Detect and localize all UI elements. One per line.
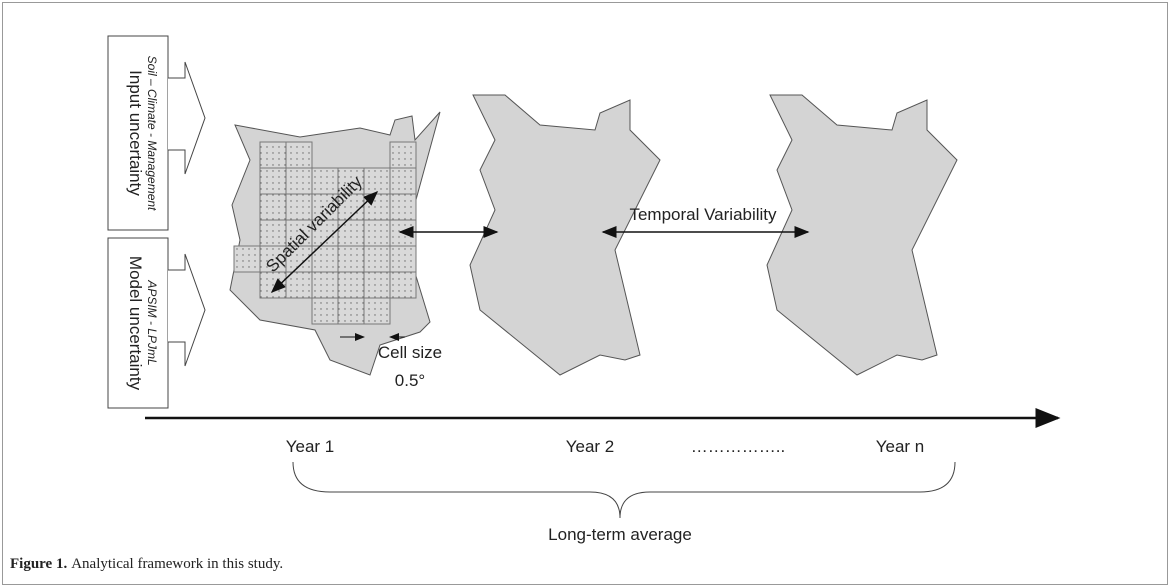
grid-cell: [337, 271, 365, 299]
brace: [292, 461, 956, 519]
input-arrow: [168, 61, 206, 175]
grid-cell: [389, 271, 417, 299]
model-box: [107, 237, 169, 409]
grid-cell: [337, 297, 365, 325]
cell-size-label: Cell size: [378, 343, 442, 362]
grid-cell: [389, 141, 417, 169]
year-label: Year n: [876, 437, 925, 456]
grid-cell: [363, 167, 391, 195]
input-subtitle: Soil – Climate - Management: [145, 56, 159, 211]
cell-size-value: 0.5°: [395, 371, 425, 390]
grid-cell: [259, 141, 287, 169]
input-title: Input uncertainty: [126, 70, 145, 196]
caption-label: Figure 1.: [10, 556, 67, 572]
grid-cell: [363, 245, 391, 273]
grid-cell: [389, 167, 417, 195]
spatial-arrow: [270, 190, 379, 294]
caption-text: Analytical framework in this study.: [71, 556, 283, 572]
grid-cell: [311, 297, 339, 325]
grid-cell: [311, 271, 339, 299]
input-box: [107, 35, 169, 231]
model-title: Model uncertainty: [126, 256, 145, 391]
grid-cell: [363, 297, 391, 325]
grid-cell: [285, 141, 313, 169]
grid-cell: [259, 271, 287, 299]
grid-cell: [389, 193, 417, 221]
grid-cell: [337, 245, 365, 273]
grid-cell: [285, 167, 313, 195]
ellipsis: ……………..: [691, 437, 785, 456]
grid-cell: [363, 219, 391, 247]
grid-cell: [363, 271, 391, 299]
map-year-n: [766, 94, 958, 376]
grid-cell: [259, 193, 287, 221]
year-label: Year 2: [566, 437, 615, 456]
grid-cell: [389, 245, 417, 273]
summary-label: Long-term average: [548, 525, 692, 544]
grid-cells: [233, 141, 417, 325]
map-year-2: [469, 94, 661, 376]
year-label: Year 1: [286, 437, 335, 456]
model-subtitle: APSIM - LPJmL: [145, 279, 159, 365]
temporal-label: Temporal Variability: [629, 205, 777, 224]
grid-cell: [233, 245, 261, 273]
grid-cell: [311, 167, 339, 195]
caption: Figure 1. Analytical framework in this st…: [10, 556, 283, 572]
grid-cell: [337, 219, 365, 247]
grid-cell: [389, 219, 417, 247]
model-arrow: [168, 253, 206, 367]
grid-cell: [363, 193, 391, 221]
grid-cell: [259, 167, 287, 195]
